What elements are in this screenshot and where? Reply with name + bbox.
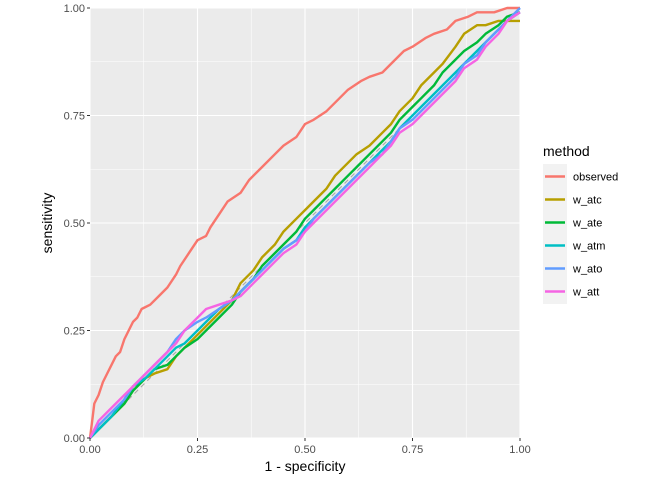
legend-label-w-atc: w_atc: [572, 195, 602, 207]
legend-label-w-ate: w_ate: [572, 218, 602, 230]
x-tick-label: 0.75: [402, 444, 423, 456]
legend-label-observed: observed: [573, 172, 618, 184]
x-tick-label: 0.25: [187, 444, 208, 456]
y-tick-label: 0.00: [64, 433, 85, 445]
legend-items: observed w_atc w_ate w_atm w_ato w_att: [543, 164, 618, 304]
series-line-w-ate: [89, 11, 521, 439]
x-axis-title: 1 - specificity: [265, 458, 346, 474]
y-axis-title: sensitivity: [39, 193, 55, 254]
legend-label-w-att: w_att: [572, 287, 599, 299]
y-tick-label: 0.25: [64, 326, 85, 338]
y-axis-ticks: 0.00 0.25 0.50 0.75 1.00: [64, 3, 90, 445]
y-tick-label: 0.75: [64, 111, 85, 123]
legend: method observed w_atc w_ate w_atm w_ato w_att: [543, 143, 618, 304]
legend-title: method: [543, 143, 590, 159]
series-lines: [88, 6, 521, 439]
series-line-w-att: [88, 11, 521, 439]
legend-key-background: [543, 164, 567, 304]
legend-label-w-atm: w_atm: [572, 241, 605, 253]
y-tick-label: 1.00: [64, 3, 85, 15]
x-axis-ticks: 0.00 0.25 0.50 0.75 1.00: [79, 438, 531, 456]
x-tick-label: 0.00: [79, 444, 100, 456]
y-tick-label: 0.50: [64, 218, 85, 230]
x-tick-label: 0.50: [294, 444, 315, 456]
series-line-w-atm: [89, 11, 521, 439]
series-line-w-atc: [89, 19, 520, 439]
series-line-observed: [88, 6, 520, 439]
x-tick-label: 1.00: [509, 444, 530, 456]
legend-label-w-ato: w_ato: [572, 264, 602, 276]
